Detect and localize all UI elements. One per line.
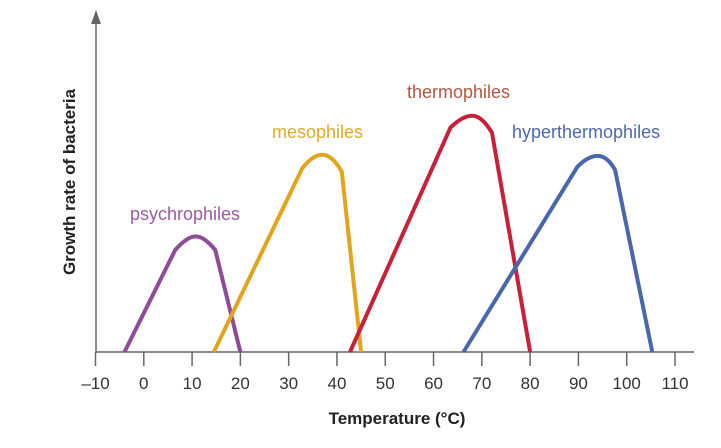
- x-tick-label: 20: [231, 374, 250, 393]
- x-tick-label: 60: [424, 374, 443, 393]
- series-labels: psychrophiles mesophiles thermophiles hy…: [130, 82, 660, 224]
- x-axis-title: Temperature (°C): [329, 409, 466, 428]
- series-curve-mesophiles: [212, 152, 364, 353]
- y-axis-title: Growth rate of bacteria: [60, 88, 79, 275]
- x-tick-label: 50: [376, 374, 395, 393]
- x-tick-label: 40: [327, 374, 346, 393]
- series-label-thermophiles: thermophiles: [407, 82, 510, 102]
- x-tick-label: 100: [613, 374, 641, 393]
- series-curve-hyperthermophiles: [461, 153, 655, 354]
- x-tick-label: 10: [183, 374, 202, 393]
- series-curve-thermophiles: [348, 113, 533, 353]
- series-curve-psychrophiles: [122, 234, 243, 353]
- series-label-hyperthermophiles: hyperthermophiles: [512, 122, 660, 142]
- series-label-psychrophiles: psychrophiles: [130, 204, 240, 224]
- axes: [91, 10, 694, 353]
- y-axis-arrow-icon: [91, 10, 101, 24]
- x-tick-label: 70: [472, 374, 491, 393]
- x-tick-label: 30: [279, 374, 298, 393]
- x-ticks: –10 0 10 20 30 40 50 60 70 80 90 100 110: [81, 352, 689, 393]
- x-tick-label: 0: [139, 374, 148, 393]
- x-tick-label: 110: [661, 374, 688, 393]
- x-tick-label: –10: [81, 374, 109, 393]
- x-tick-label: 90: [569, 374, 588, 393]
- x-tick-label: 80: [521, 374, 540, 393]
- series-curves: [122, 113, 655, 354]
- series-label-mesophiles: mesophiles: [272, 122, 363, 142]
